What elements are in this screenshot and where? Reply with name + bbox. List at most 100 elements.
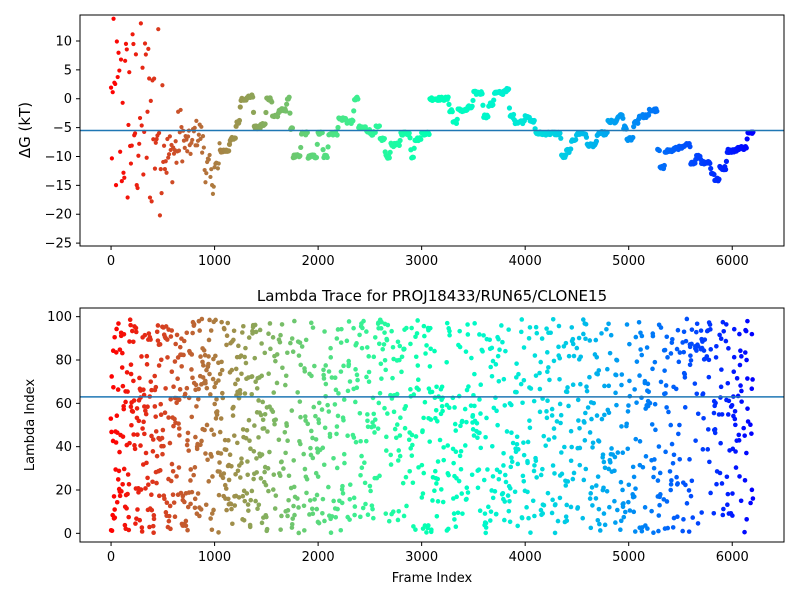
dg-point — [469, 103, 475, 109]
lambda-point — [379, 319, 384, 325]
lambda-point — [607, 504, 612, 510]
lambda-point — [707, 322, 713, 327]
lambda-point — [289, 336, 295, 341]
lambda-point — [620, 487, 625, 493]
lambda-point — [518, 329, 524, 335]
lambda-point — [138, 443, 143, 448]
lambda-point — [333, 514, 339, 520]
lambda-point — [154, 480, 159, 486]
lambda-point — [556, 323, 562, 329]
lambda-point — [551, 426, 557, 431]
lambda-point — [143, 411, 149, 417]
lambda-point — [514, 441, 520, 447]
lambda-point — [589, 485, 595, 490]
lambda-point — [424, 343, 429, 348]
lambda-point — [602, 412, 607, 418]
lambda-point — [225, 320, 231, 326]
lambda-point — [637, 373, 642, 378]
lambda-point — [313, 413, 318, 419]
lambda-point — [673, 386, 679, 392]
lambda-point — [121, 466, 127, 472]
lambda-point — [528, 386, 534, 391]
lambda-point — [414, 331, 420, 336]
lambda-point — [285, 508, 291, 513]
lambda-point — [151, 516, 157, 522]
lambda-point — [748, 500, 753, 506]
lambda-point — [192, 496, 198, 502]
lambda-point — [245, 459, 250, 464]
lambda-point — [202, 427, 207, 433]
lambda-point — [363, 501, 368, 507]
lambda-point — [258, 476, 264, 481]
lambda-point — [570, 336, 576, 342]
lambda-point — [125, 491, 130, 497]
lambda-point — [334, 424, 340, 429]
lambda-point — [612, 498, 617, 504]
dg-point — [125, 195, 130, 200]
lambda-point — [314, 492, 320, 498]
dg-point — [289, 125, 296, 131]
lambda-point — [645, 526, 650, 531]
lambda-point — [482, 511, 488, 516]
dg-point — [319, 130, 325, 136]
dg-point — [203, 180, 208, 185]
lambda-point — [683, 482, 688, 488]
lambda-point — [434, 513, 440, 519]
dg-point — [284, 101, 290, 107]
lambda-point — [426, 523, 431, 528]
lambda-point — [645, 381, 651, 387]
lambda-point — [725, 491, 731, 497]
lambda-x-tick-label: 4000 — [509, 550, 542, 565]
lambda-point — [310, 511, 316, 517]
dg-point — [645, 112, 652, 118]
lambda-point — [273, 358, 278, 364]
lambda-point — [352, 512, 357, 518]
lambda-point — [570, 382, 576, 388]
lambda-point — [521, 440, 526, 445]
dg-point — [661, 162, 667, 169]
lambda-points — [108, 316, 756, 536]
lambda-point — [229, 463, 234, 469]
lambda-point — [720, 512, 726, 518]
lambda-point — [514, 361, 519, 366]
lambda-point — [184, 330, 190, 336]
lambda-point — [227, 452, 233, 458]
lambda-point — [277, 339, 283, 345]
lambda-point — [158, 412, 164, 417]
lambda-point — [469, 355, 474, 361]
lambda-point — [545, 398, 550, 403]
lambda-point — [364, 329, 369, 334]
lambda-y-axis-title: Lambda Index — [23, 379, 38, 472]
lambda-point — [168, 396, 173, 402]
lambda-point — [172, 359, 178, 364]
lambda-point — [249, 391, 255, 397]
lambda-point — [658, 492, 663, 497]
lambda-point — [231, 404, 236, 410]
lambda-point — [280, 365, 285, 371]
lambda-point — [203, 451, 208, 456]
lambda-point — [583, 321, 589, 327]
lambda-point — [720, 319, 726, 325]
lambda-point — [172, 416, 177, 422]
lambda-point — [415, 377, 421, 383]
lambda-point — [453, 524, 459, 530]
lambda-point — [388, 462, 394, 467]
lambda-point — [125, 389, 130, 394]
lambda-point — [652, 457, 657, 462]
lambda-point — [133, 329, 139, 335]
lambda-point — [308, 428, 314, 434]
lambda-point — [505, 493, 511, 498]
lambda-point — [143, 486, 148, 491]
lambda-point — [533, 458, 539, 464]
dg-point — [216, 161, 221, 166]
lambda-point — [144, 460, 149, 466]
lambda-point — [146, 482, 151, 487]
dg-point — [325, 144, 331, 150]
lambda-point — [503, 479, 509, 485]
lambda-point — [730, 513, 735, 518]
lambda-point — [364, 345, 370, 350]
lambda-point — [255, 506, 260, 512]
lambda-point — [272, 506, 278, 511]
dg-point — [141, 172, 146, 177]
lambda-point — [723, 338, 729, 344]
